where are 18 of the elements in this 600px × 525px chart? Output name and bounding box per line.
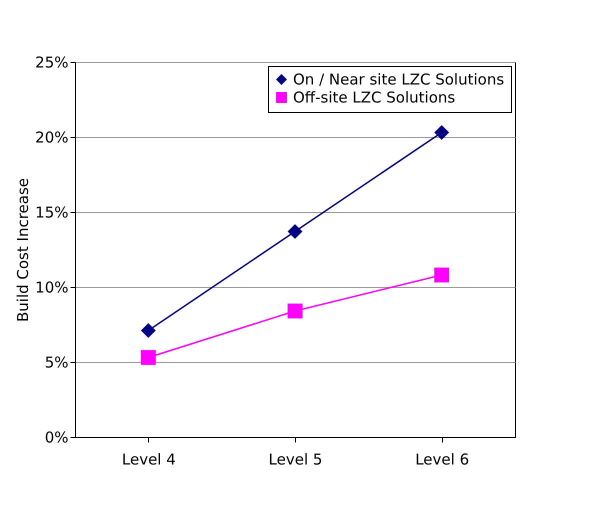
x-tick-label: Level 4 [122, 450, 176, 468]
y-tick-label: 10% [35, 278, 68, 296]
point [140, 350, 156, 365]
legend-label: On / Near site LZC Solutions [293, 70, 504, 88]
point [288, 304, 302, 318]
y-tick-label: 5% [44, 354, 68, 372]
y-axis-title: Build Cost Increase [14, 178, 32, 322]
y-tick-label: 15% [35, 204, 68, 222]
y-tick-label: 25% [35, 54, 68, 72]
legend-label: Off-site LZC Solutions [293, 88, 456, 106]
y-tick-label: 0% [44, 428, 68, 446]
point [434, 125, 450, 140]
point [140, 323, 156, 338]
point [288, 224, 302, 239]
point [434, 268, 450, 282]
y-tick-label: 20% [35, 128, 68, 146]
x-tick-label: Level 5 [268, 450, 322, 468]
x-tick-label: Level 6 [415, 450, 470, 468]
